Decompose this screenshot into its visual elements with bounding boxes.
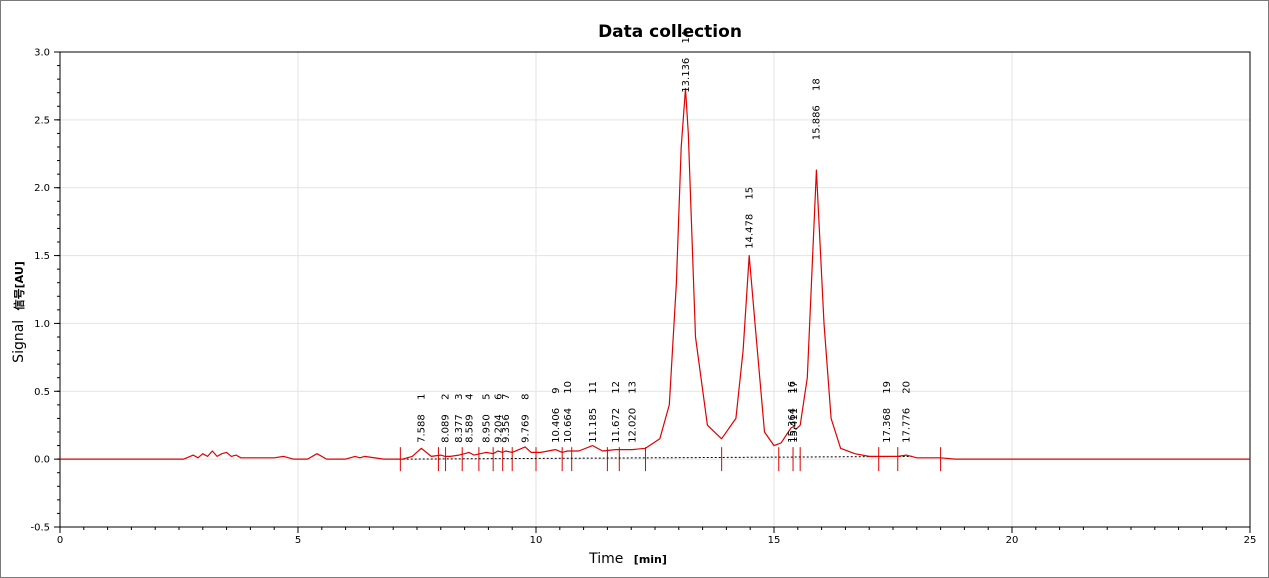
peak-number: 17 (789, 381, 800, 394)
grid-lines (59, 51, 1251, 528)
chart-title: Data collection (598, 22, 742, 42)
peak-number: 11 (588, 381, 599, 394)
peak-retention-time: 8.089 (441, 414, 452, 443)
y-tick-label: 0.0 (34, 455, 50, 466)
peak-number: 9 (551, 387, 562, 393)
x-tick-label: 20 (1006, 535, 1019, 546)
x-tick-label: 25 (1244, 535, 1257, 546)
y-tick-label: 1.5 (34, 251, 50, 262)
peak-retention-time: 15.364 (787, 408, 798, 443)
y-axis-label: Signal 信号[AU] (11, 261, 27, 363)
y-tick-label: 0.5 (34, 387, 50, 398)
peak-number: 6 (494, 394, 505, 400)
integration-baseline (402, 455, 913, 460)
baseline-line (402, 455, 913, 460)
peak-number: 19 (882, 381, 893, 394)
peak-retention-time: 15.411 (789, 408, 800, 443)
x-tick-label: 0 (57, 535, 63, 546)
peak-number: 18 (812, 78, 823, 91)
y-axis: -0.5 0.0 0.5 1.0 1.5 2.0 2.5 3.0 (30, 48, 60, 534)
peak-number: 5 (482, 394, 493, 400)
peak-retention-time: 9.204 (494, 414, 505, 443)
x-tick-label: 15 (768, 535, 781, 546)
x-tick-label: 5 (295, 535, 301, 546)
peak-number: 2 (441, 394, 452, 400)
peak-number: 16 (787, 381, 798, 394)
y-axis-unit: 信号[AU] (12, 261, 26, 310)
peak-retention-time: 12.020 (628, 408, 639, 443)
peak-retention-time: 8.589 (464, 414, 475, 443)
peak-number: 7 (501, 394, 512, 400)
peak-number: 13 (628, 381, 639, 394)
peak-retention-time: 11.185 (588, 408, 599, 443)
signal-line (60, 87, 1250, 460)
y-axis-title: Signal (11, 320, 27, 363)
peak-number: 12 (611, 381, 622, 394)
peak-retention-time: 11.672 (611, 408, 622, 443)
peak-retention-time: 10.664 (563, 408, 574, 443)
peak-retention-time: 17.776 (902, 408, 913, 443)
peak-retention-time: 8.950 (482, 414, 493, 443)
peak-number: 8 (521, 394, 532, 400)
x-axis-label: Time [min] (588, 551, 667, 567)
peak-number: 3 (454, 394, 465, 400)
peak-number: 10 (563, 381, 574, 394)
signal-series (60, 87, 1250, 460)
peak-number: 4 (464, 394, 475, 400)
peak-retention-time: 9.769 (521, 414, 532, 443)
peak-number: 15 (745, 187, 756, 200)
peak-number: 14 (681, 31, 692, 44)
y-tick-label: 2.0 (34, 183, 50, 194)
peak-retention-time: 17.368 (882, 408, 893, 443)
y-tick-label: 3.0 (34, 48, 50, 59)
peak-retention-time: 9.356 (501, 414, 512, 443)
peak-retention-time: 10.406 (551, 408, 562, 443)
peak-number: 20 (902, 381, 913, 394)
x-tick-label: 10 (530, 535, 543, 546)
x-axis-title: Time (588, 551, 623, 567)
plot-area (59, 51, 1251, 528)
peak-retention-time: 14.478 (745, 214, 756, 249)
peak-number: 1 (417, 394, 428, 400)
y-tick-label: -0.5 (30, 523, 50, 534)
y-tick-label: 1.0 (34, 319, 50, 330)
peak-markers (399, 447, 942, 472)
peak-retention-time: 7.588 (417, 414, 428, 443)
y-tick-label: 2.5 (34, 115, 50, 126)
peak-retention-time: 8.377 (454, 414, 465, 443)
peak-retention-time: 13.136 (681, 58, 692, 93)
x-axis-unit: [min] (634, 553, 667, 566)
x-axis: 0 5 10 15 20 25 (57, 527, 1257, 546)
peak-retention-time: 15.886 (812, 105, 823, 140)
peak-labels: 7.588 1 8.089 2 8.377 3 8.589 4 8.950 5 9.204 6 9.35… (417, 31, 913, 443)
